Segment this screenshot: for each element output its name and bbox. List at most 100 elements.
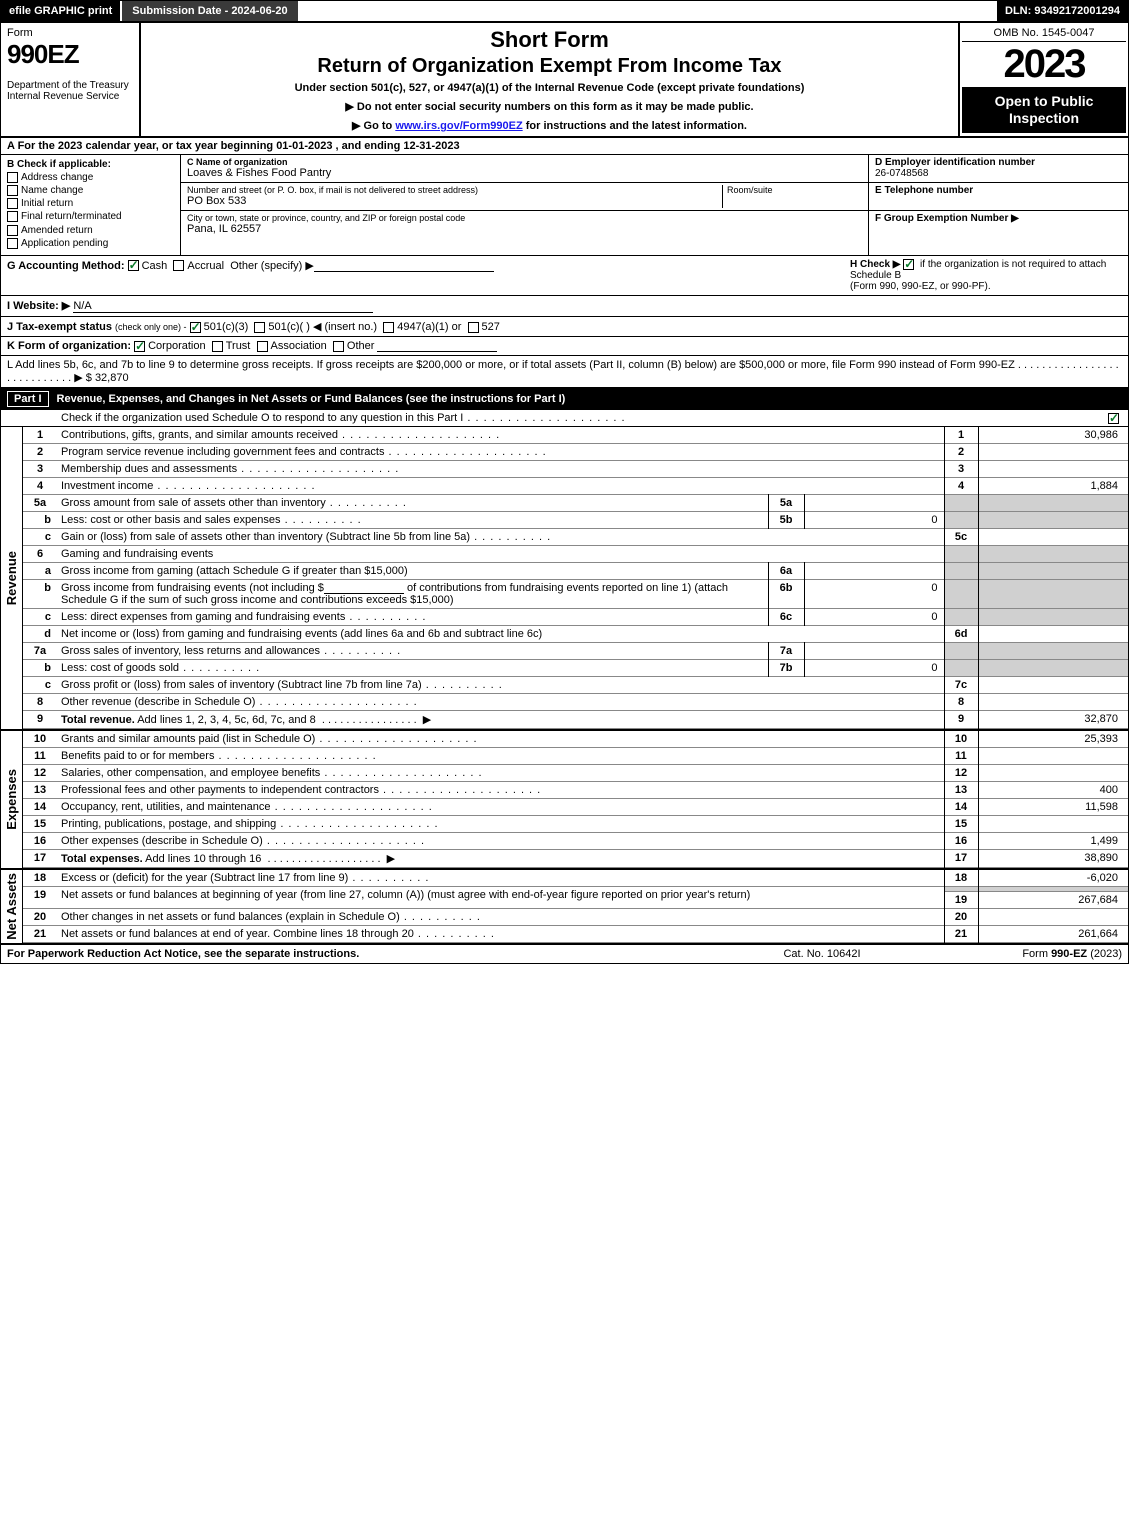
cb-cash[interactable] bbox=[128, 260, 139, 271]
revenue-table: 1Contributions, gifts, grants, and simil… bbox=[23, 427, 1128, 729]
top-bar: efile GRAPHIC print Submission Date - 20… bbox=[1, 1, 1128, 23]
line-18: 18Excess or (deficit) for the year (Subt… bbox=[23, 870, 1128, 887]
footer-right: Form 990-EZ (2023) bbox=[922, 948, 1122, 960]
c-city-label: City or town, state or province, country… bbox=[187, 213, 862, 223]
b-header: B Check if applicable: bbox=[7, 159, 174, 170]
line-21: 21Net assets or fund balances at end of … bbox=[23, 925, 1128, 942]
c-street-label: Number and street (or P. O. box, if mail… bbox=[187, 185, 722, 195]
cb-schedule-o[interactable] bbox=[1108, 413, 1119, 424]
g-label: G Accounting Method: bbox=[7, 260, 125, 272]
cb-527[interactable] bbox=[468, 322, 479, 333]
org-street: PO Box 533 bbox=[187, 195, 722, 207]
open-to-public: Open to Public Inspection bbox=[962, 87, 1126, 133]
netassets-section: Net Assets 18Excess or (deficit) for the… bbox=[1, 870, 1128, 945]
revenue-side-label: Revenue bbox=[4, 551, 19, 605]
netassets-table: 18Excess or (deficit) for the year (Subt… bbox=[23, 870, 1128, 943]
line-17: 17Total expenses. Add lines 10 through 1… bbox=[23, 849, 1128, 867]
omb-number: OMB No. 1545-0047 bbox=[962, 25, 1126, 42]
cb-accrual[interactable] bbox=[173, 260, 184, 271]
goto-suffix: for instructions and the latest informat… bbox=[523, 120, 747, 132]
cb-name-change[interactable]: Name change bbox=[7, 185, 174, 196]
line-6d: dNet income or (loss) from gaming and fu… bbox=[23, 625, 1128, 642]
c-name-label: C Name of organization bbox=[187, 157, 862, 167]
line-8: 8Other revenue (describe in Schedule O)8 bbox=[23, 693, 1128, 710]
website-value: N/A bbox=[73, 300, 373, 313]
header-left: Form 990EZ Department of the Treasury In… bbox=[1, 23, 141, 136]
return-title: Return of Organization Exempt From Incom… bbox=[149, 55, 950, 78]
cb-other[interactable] bbox=[333, 341, 344, 352]
cb-4947[interactable] bbox=[383, 322, 394, 333]
cb-application-pending[interactable]: Application pending bbox=[7, 238, 174, 249]
cb-trust[interactable] bbox=[212, 341, 223, 352]
cb-address-change[interactable]: Address change bbox=[7, 172, 174, 183]
cb-initial-return[interactable]: Initial return bbox=[7, 198, 174, 209]
line-4: 4Investment income41,884 bbox=[23, 477, 1128, 494]
footer-right-post: (2023) bbox=[1087, 948, 1122, 960]
part-i-header: Part I Revenue, Expenses, and Changes in… bbox=[1, 388, 1128, 410]
g-other-line bbox=[314, 260, 494, 272]
k-label: K Form of organization: bbox=[7, 340, 131, 352]
line-2: 2Program service revenue including gover… bbox=[23, 443, 1128, 460]
short-form-title: Short Form bbox=[149, 27, 950, 53]
h-cell: H Check ▶ if the organization is not req… bbox=[842, 259, 1122, 292]
line-7c: cGross profit or (loss) from sales of in… bbox=[23, 676, 1128, 693]
row-k: K Form of organization: Corporation Trus… bbox=[1, 337, 1128, 356]
form-word: Form bbox=[7, 27, 133, 39]
k-other-line bbox=[377, 340, 497, 352]
footer-cat: Cat. No. 10642I bbox=[722, 948, 922, 960]
line-5a: 5aGross amount from sale of assets other… bbox=[23, 494, 1128, 511]
line-1: 1Contributions, gifts, grants, and simil… bbox=[23, 427, 1128, 444]
line-17-bold: Total expenses. bbox=[61, 853, 143, 865]
line-9: 9Total revenue. Total revenue. Add lines… bbox=[23, 710, 1128, 728]
cb-final-return[interactable]: Final return/terminated bbox=[7, 211, 174, 222]
line-9-bold: Total revenue. bbox=[61, 714, 135, 726]
k-other: Other bbox=[347, 340, 375, 352]
expenses-side-label: Expenses bbox=[4, 769, 19, 830]
header-center: Short Form Return of Organization Exempt… bbox=[141, 23, 958, 136]
cb-corp[interactable] bbox=[134, 341, 145, 352]
part-i-badge: Part I bbox=[7, 391, 49, 407]
form-number: 990EZ bbox=[7, 39, 133, 70]
efile-print-button[interactable]: efile GRAPHIC print bbox=[1, 1, 120, 21]
column-b-checkboxes: B Check if applicable: Address change Na… bbox=[1, 155, 181, 255]
e-label: E Telephone number bbox=[875, 185, 1122, 196]
department-label: Department of the Treasury Internal Reve… bbox=[7, 80, 133, 102]
line-3: 3Membership dues and assessments3 bbox=[23, 460, 1128, 477]
e-phone-cell: E Telephone number bbox=[869, 183, 1128, 211]
line-10: 10Grants and similar amounts paid (list … bbox=[23, 731, 1128, 748]
g-accrual: Accrual bbox=[187, 260, 224, 272]
line-11: 11Benefits paid to or for members11 bbox=[23, 747, 1128, 764]
tax-year: 2023 bbox=[962, 42, 1126, 87]
cb-h-schedule-b[interactable] bbox=[903, 259, 914, 270]
line-6b-blank bbox=[324, 582, 404, 594]
under-section: Under section 501(c), 527, or 4947(a)(1)… bbox=[149, 82, 950, 94]
cb-501c3[interactable] bbox=[190, 322, 201, 333]
footer-left: For Paperwork Reduction Act Notice, see … bbox=[7, 948, 722, 960]
h-label: H Check ▶ bbox=[850, 259, 900, 270]
ein-value: 26-0748568 bbox=[875, 168, 1122, 179]
line-6b-d1: Gross income from fundraising events (no… bbox=[61, 582, 324, 594]
l-text: L Add lines 5b, 6c, and 7b to line 9 to … bbox=[7, 359, 1119, 384]
c-name-cell: C Name of organization Loaves & Fishes F… bbox=[181, 155, 868, 183]
cb-amended-return[interactable]: Amended return bbox=[7, 225, 174, 236]
row-l: L Add lines 5b, 6c, and 7b to line 9 to … bbox=[1, 356, 1128, 388]
form-page: efile GRAPHIC print Submission Date - 20… bbox=[0, 0, 1129, 964]
dln-label: DLN: 93492172001294 bbox=[997, 1, 1128, 21]
j-d: 527 bbox=[482, 321, 500, 333]
footer-right-pre: Form bbox=[1022, 948, 1051, 960]
line-6a: aGross income from gaming (attach Schedu… bbox=[23, 562, 1128, 579]
org-name: Loaves & Fishes Food Pantry bbox=[187, 167, 862, 179]
irs-link[interactable]: www.irs.gov/Form990EZ bbox=[395, 120, 522, 132]
f-group-cell: F Group Exemption Number ▶ bbox=[869, 211, 1128, 239]
j-sub: (check only one) - bbox=[115, 322, 187, 332]
i-label: I Website: ▶ bbox=[7, 300, 70, 312]
cb-501c[interactable] bbox=[254, 322, 265, 333]
cb-label: Initial return bbox=[21, 198, 73, 209]
l-value: 32,870 bbox=[95, 372, 129, 384]
line-6b: bGross income from fundraising events (n… bbox=[23, 579, 1128, 608]
cb-label: Application pending bbox=[21, 238, 108, 249]
cb-assoc[interactable] bbox=[257, 341, 268, 352]
netassets-side-label: Net Assets bbox=[4, 873, 19, 940]
page-footer: For Paperwork Reduction Act Notice, see … bbox=[1, 945, 1128, 963]
cb-label: Amended return bbox=[21, 225, 93, 236]
